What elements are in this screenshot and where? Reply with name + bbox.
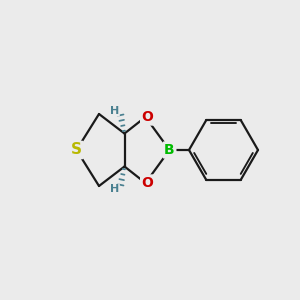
Text: O: O	[142, 110, 154, 124]
Text: H: H	[110, 106, 119, 116]
Text: O: O	[142, 176, 154, 190]
Text: H: H	[110, 184, 119, 194]
Text: B: B	[164, 143, 175, 157]
Text: S: S	[71, 142, 82, 158]
